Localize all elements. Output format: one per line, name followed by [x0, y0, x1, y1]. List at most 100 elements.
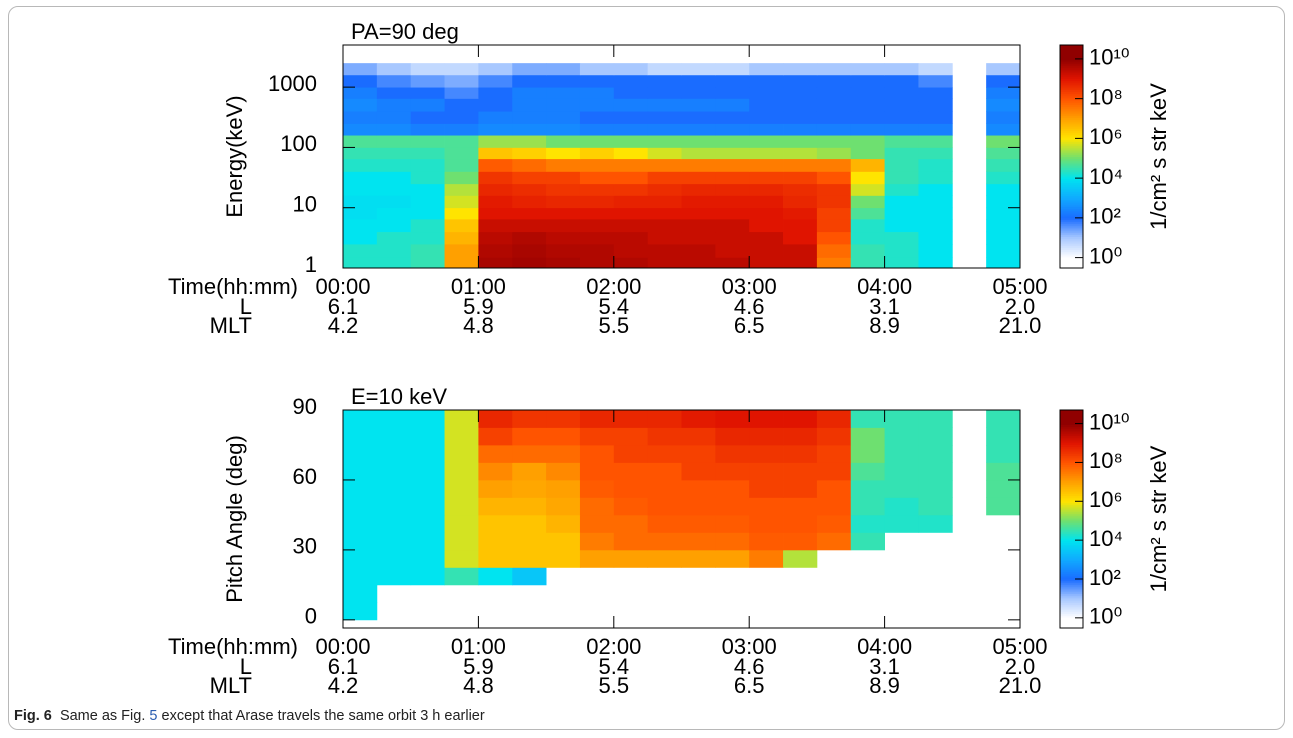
colorbar-segment: [1060, 82, 1083, 85]
colorbar-segment: [1060, 150, 1083, 154]
heatmap-cell: [343, 532, 378, 551]
colorbar-segment: [1060, 453, 1083, 456]
colorbar-segment: [1060, 228, 1083, 232]
heatmap-cell: [918, 207, 953, 220]
colorbar-segment: [1060, 191, 1083, 195]
heatmap-cell: [884, 171, 919, 185]
heatmap-cell: [884, 183, 919, 196]
colorbar-segment: [1060, 553, 1083, 556]
colorbar-segment: [1060, 48, 1083, 52]
colorbar-segment: [1060, 578, 1083, 582]
colorbar-segment: [1060, 538, 1083, 542]
colorbar-segment: [1060, 56, 1083, 59]
heatmap-cell: [647, 257, 682, 269]
x-row-label: 5.4: [599, 654, 630, 679]
colorbar-segment: [1060, 111, 1083, 115]
y-tick-label: 90: [293, 394, 317, 419]
heatmap-cell: [512, 207, 547, 220]
heatmap-cell: [681, 74, 716, 88]
heatmap-cell: [783, 135, 818, 148]
colorbar-segment: [1060, 188, 1083, 191]
x-tick-label: 03:00: [722, 274, 777, 299]
heatmap-cell: [783, 444, 818, 463]
colorbar-segment: [1060, 137, 1083, 141]
heatmap-cell: [478, 231, 513, 245]
heatmap-cell: [681, 98, 716, 112]
heatmap-cell: [715, 63, 750, 76]
x-row-label: 2.0: [1005, 294, 1036, 319]
heatmap-cell: [613, 207, 649, 220]
colorbar-segment: [1060, 121, 1083, 124]
heatmap-cell: [681, 257, 716, 269]
heatmap-cell: [850, 218, 885, 233]
heatmap-cell: [579, 74, 615, 88]
heatmap-cell: [918, 257, 953, 269]
caption-link[interactable]: 5: [149, 708, 158, 724]
heatmap-cell: [444, 427, 479, 446]
heatmap-cell: [850, 479, 885, 498]
y-tick-label: 1000: [268, 71, 317, 96]
colorbar-segment: [1060, 620, 1083, 624]
heatmap-cell: [444, 158, 479, 172]
heatmap-cell: [613, 98, 649, 112]
heatmap-cell: [681, 207, 716, 220]
heatmap-cell: [444, 195, 479, 209]
heatmap-cell: [884, 444, 919, 463]
heatmap-cell: [343, 479, 378, 498]
colorbar-segment: [1060, 147, 1083, 150]
heatmap-cell: [884, 74, 919, 88]
heatmap-cell: [749, 244, 784, 258]
heatmap-cell: [613, 410, 649, 428]
colorbar-segment: [1060, 95, 1083, 98]
colorbar-segment: [1060, 243, 1083, 247]
heatmap-cell: [579, 63, 615, 76]
colorbar-segment: [1060, 230, 1083, 234]
heatmap-cell: [579, 231, 615, 245]
heatmap-cell: [478, 74, 513, 88]
colorbar-segment: [1060, 575, 1083, 578]
colorbar-segment: [1060, 46, 1083, 50]
heatmap-cell: [478, 123, 513, 136]
colorbar-segment: [1060, 617, 1083, 620]
heatmap-cell: [749, 479, 784, 498]
colorbar-segment: [1060, 247, 1083, 250]
heatmap-cell: [613, 158, 649, 172]
heatmap-cell: [681, 549, 716, 568]
colorbar-segment: [1060, 158, 1083, 161]
heatmap-cell: [749, 532, 784, 551]
colorbar-segment: [1060, 254, 1083, 258]
x-tick-label: 02:00: [586, 274, 641, 299]
colorbar-segment: [1060, 236, 1083, 239]
heatmap-cell: [647, 444, 682, 463]
heatmap-cell: [783, 244, 818, 258]
colorbar-segment: [1060, 459, 1083, 462]
heatmap-cell: [444, 497, 479, 516]
heatmap-cell: [918, 462, 953, 481]
heatmap-cell: [816, 183, 852, 196]
heatmap-cell: [546, 158, 581, 172]
colorbar-segment: [1060, 499, 1083, 502]
heatmap-cell: [376, 195, 412, 209]
x-row-label: 5.9: [463, 294, 494, 319]
colorbar-segment: [1060, 238, 1083, 241]
y-tick-label: 0: [305, 604, 317, 629]
heatmap-cell: [986, 158, 1021, 172]
heatmap-cell: [478, 147, 513, 160]
heatmap-cell: [546, 410, 581, 428]
colorbar-tick-label: 10⁶: [1089, 487, 1123, 512]
heatmap-cell: [613, 74, 649, 88]
heatmap-cell: [410, 111, 445, 124]
heatmap-cell: [478, 479, 513, 498]
colorbar-segment: [1060, 197, 1083, 200]
heatmap-cell: [783, 514, 818, 533]
colorbar-segment: [1060, 428, 1083, 431]
heatmap-cell: [681, 479, 716, 498]
heatmap-cell: [546, 549, 581, 568]
heatmap-cell: [343, 195, 378, 209]
colorbar-segment: [1060, 626, 1083, 629]
colorbar-segment: [1060, 139, 1083, 143]
heatmap-cell: [647, 514, 682, 533]
heatmap-cell: [986, 63, 1021, 76]
colorbar-segment: [1060, 471, 1083, 475]
heatmap-cell: [986, 74, 1021, 88]
